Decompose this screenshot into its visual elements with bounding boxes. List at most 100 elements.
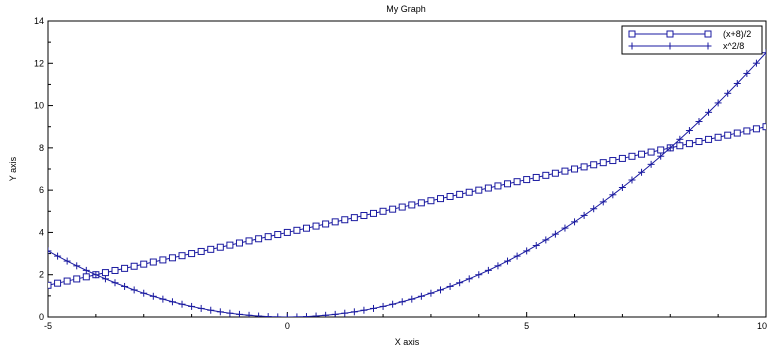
legend-marker [628,30,636,38]
data-point [685,127,693,135]
data-point [111,266,119,274]
data-point [599,159,607,167]
data-point [197,304,205,312]
data-point [283,313,291,317]
legend-label: x^2/8 [723,41,744,51]
y-tick-label: 6 [39,185,44,195]
y-tick-label: 8 [39,143,44,153]
data-point [92,271,100,279]
x-tick-label: 5 [524,321,529,331]
data-point [149,292,157,300]
data-point [609,157,617,165]
data-point [235,239,243,247]
x-tick-label: -5 [44,321,52,331]
data-point [101,269,109,277]
data-point [245,311,253,317]
data-point [504,257,512,265]
data-point [360,306,368,314]
data-point [130,262,138,270]
data-point [618,154,626,162]
data-point [48,247,52,255]
data-point [523,176,531,184]
data-point [293,226,301,234]
data-point [369,304,377,312]
data-point [580,211,588,219]
data-point [743,127,751,135]
data-point [561,224,569,232]
data-point [82,273,90,281]
data-point [121,264,129,272]
data-point [379,207,387,215]
data-point [638,168,646,176]
data-point [714,133,722,141]
x-tick-label: 0 [285,321,290,331]
data-point [714,99,722,107]
data-point [322,311,330,317]
data-point [465,275,473,283]
data-point [302,224,310,232]
data-point [322,220,330,228]
data-point [456,279,464,287]
data-point [121,282,129,290]
data-point [48,281,52,289]
data-point [216,243,224,251]
data-point [245,237,253,245]
data-point [63,277,71,285]
data-point [350,308,358,316]
data-point [618,184,626,191]
data-point [724,131,732,139]
x-axis-label: X axis [395,337,420,347]
data-point [408,295,416,303]
data-point [159,295,167,303]
series-1 [48,123,766,289]
data-point [705,108,713,116]
data-point [274,231,282,239]
data-point [561,167,569,175]
data-point [398,298,406,306]
data-point [590,205,598,213]
data-point [417,199,425,207]
series-line [48,126,766,286]
data-point [427,289,435,297]
data-point [379,302,387,310]
y-tick-label: 2 [39,270,44,280]
legend-marker [666,30,674,38]
legend-marker [704,42,712,50]
data-point [542,171,550,179]
data-point [532,242,540,250]
data-point [504,180,512,188]
data-point [685,140,693,148]
data-point [73,262,81,270]
data-point [350,214,358,222]
data-point [63,257,71,265]
legend-marker [704,30,712,38]
data-point [523,247,531,255]
data-point [465,188,473,196]
data-point [484,184,492,192]
data-point [255,312,263,317]
data-point [341,216,349,224]
data-point [456,190,464,198]
data-point [724,89,732,97]
data-point [216,308,224,316]
data-point [54,252,62,260]
data-point [293,313,301,317]
y-tick-label: 12 [34,58,44,68]
data-point [762,49,766,57]
data-point [369,209,377,217]
data-point [542,236,550,244]
data-point [484,266,492,274]
data-point [446,282,454,290]
data-point [302,313,310,317]
data-point [101,275,109,283]
data-point [264,233,272,241]
legend-box [621,25,763,55]
data-point [178,252,186,260]
y-tick-label: 0 [39,312,44,322]
data-point [657,146,665,154]
data-point [111,279,119,287]
data-point [331,310,339,317]
data-point [398,203,406,211]
data-point [638,150,646,158]
